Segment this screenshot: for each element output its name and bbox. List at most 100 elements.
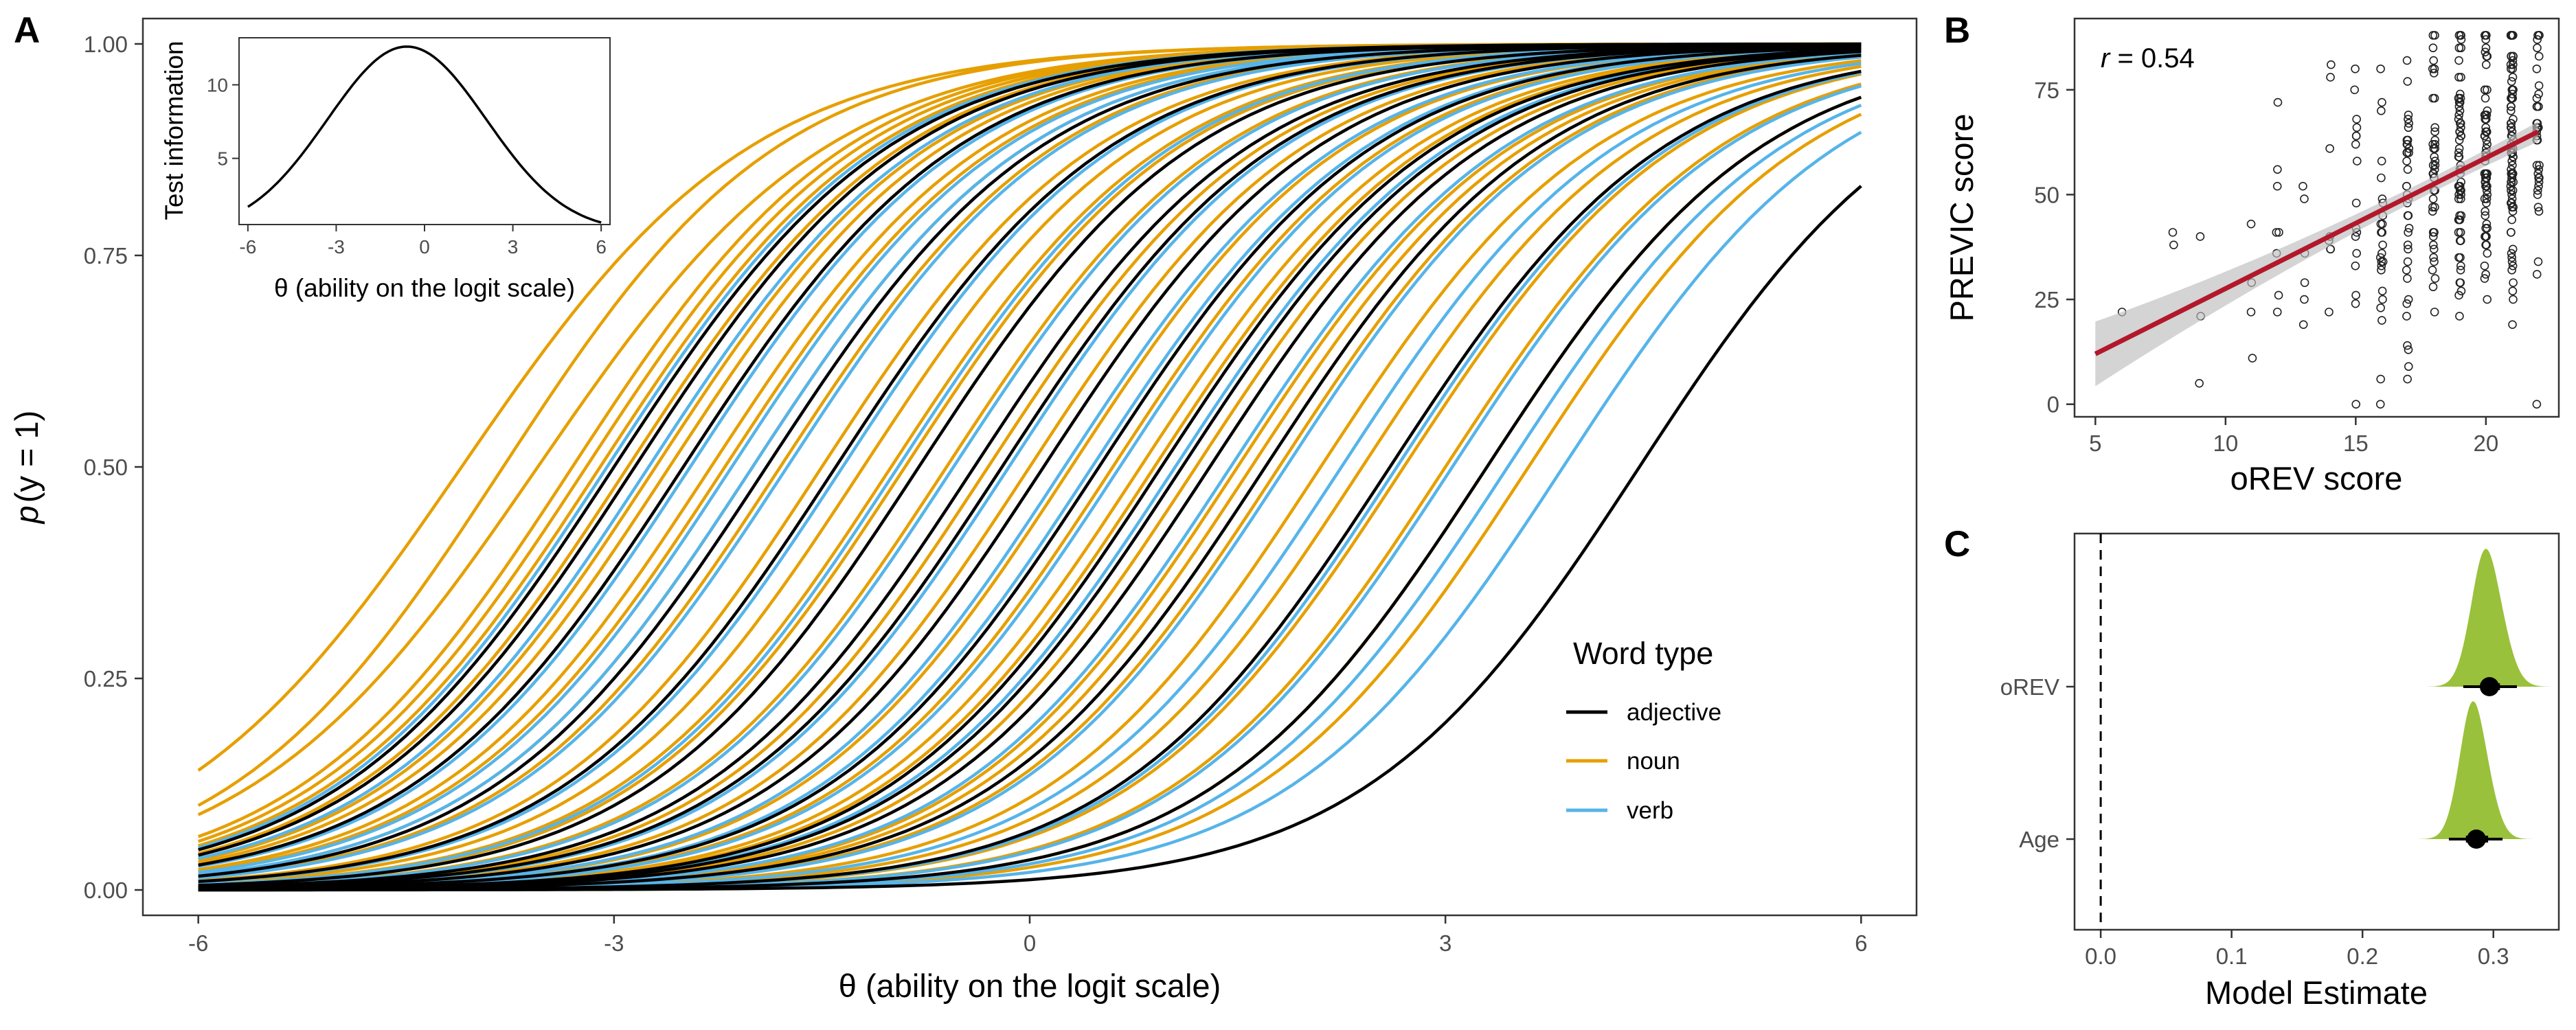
scatter-point [2404,115,2413,124]
icc-curve-60 [198,43,1862,887]
scatter-point [2534,81,2544,90]
scatter-point [2274,228,2283,237]
scatter-point [2429,69,2439,78]
scatter-point [2507,249,2516,258]
scatter-point [2482,111,2492,119]
scatter-point [2429,144,2439,153]
scatter-point [2481,223,2490,233]
scatter-point [2454,194,2463,203]
scatter-point [2300,295,2309,304]
x-tick-label: 3 [1439,930,1451,956]
c-x-tick-label: 0.2 [2347,943,2378,969]
scatter-point [2273,165,2282,174]
scatter-point [2272,181,2282,191]
scatter-point [2455,312,2464,321]
c-y-tick-label-orev: oREV [2000,674,2059,700]
inset: -6 -3 0 3 6 5 10 θ (ability on the logit scal… [160,37,611,302]
inset-x-label: θ (ability on the logit scale) [274,274,575,302]
scatter-point [2482,198,2491,207]
scatter-point [2402,56,2412,65]
scatter-point [2481,93,2490,103]
scatter-point [2508,73,2518,82]
c-x-tick-label: 0.1 [2216,943,2248,969]
scatter-point [2456,253,2465,262]
icc-curve-66 [198,54,1862,891]
scatter-point [2378,257,2388,266]
scatter-point [2481,115,2489,124]
scatter-point [2404,211,2413,220]
panel-c-letter: C [1944,524,1970,564]
scatter-point [2456,278,2465,287]
scatter-point [2532,270,2542,279]
scatter-point [2506,119,2516,128]
scatter-point [2454,215,2463,225]
scatter-point [2481,31,2491,40]
scatter-point [2482,219,2492,229]
scatter-point [2535,161,2544,170]
scatter-point [2403,135,2412,145]
inset-x-tick-label: 3 [508,236,519,258]
panel-b-x-ticks: 5 10 15 20 [2089,417,2498,456]
scatter-point [2456,35,2466,44]
scatter-point [2168,228,2178,237]
scatter-point [2507,165,2516,174]
scatter-point [2533,257,2543,266]
scatter-point [2506,123,2516,133]
panel-a-curves [197,42,1862,892]
scatter-point [2533,169,2543,179]
scatter-point [2352,123,2362,133]
scatter-point [2454,111,2463,119]
scatter-point [2483,85,2492,95]
scatter-point [2377,249,2386,258]
x-tick-label: -3 [604,930,624,956]
scatter-point [2455,127,2464,137]
scatter-point [2481,177,2490,187]
median-point-age [2466,829,2486,849]
c-x-tick-label: 0.0 [2085,943,2116,969]
scatter-point [2428,203,2437,212]
scatter-point [2377,173,2386,183]
scatter-point [2481,47,2490,57]
scatter-point [2298,181,2307,191]
legend-label-noun: noun [1627,748,1680,775]
scatter-point [2404,111,2413,119]
scatter-point [2376,374,2385,384]
scatter-point [2507,127,2517,137]
y-tick-label: 0.00 [84,878,128,903]
scatter-point [2454,43,2464,53]
scatter-point [2377,266,2386,275]
scatter-point [2376,64,2385,73]
scatter-point [2403,165,2413,174]
scatter-point [2300,278,2309,287]
scatter-point [2456,190,2465,199]
scatter-point [2481,60,2491,69]
panel-a-y-label: p(y = 1) [8,411,45,525]
scatter-point [2482,240,2491,249]
panel-b-letter: B [1944,10,1970,51]
scatter-point [2507,64,2516,73]
scatter-point [2351,232,2360,241]
scatter-point [2429,244,2439,254]
scatter-point [2404,223,2414,233]
scatter-point [2456,286,2466,296]
scatter-point [2455,181,2465,191]
inset-x-tick-label: -6 [239,236,256,258]
scatter-point [2272,228,2281,237]
icc-curve-70 [198,44,1862,889]
scatter-point [2509,203,2518,212]
scatter-point [2534,177,2544,187]
scatter-point [2430,123,2440,133]
scatter-point [2508,89,2517,99]
scatter-point [2402,157,2411,165]
scatter-point [2483,295,2492,304]
scatter-point [2454,56,2463,65]
scatter-point [2507,190,2516,199]
scatter-point [2403,341,2412,350]
scatter-point [2509,278,2518,287]
scatter-point [2351,64,2360,73]
scatter-point [2402,299,2412,308]
scatter-point [2508,169,2517,179]
scatter-point [2481,232,2490,241]
scatter-point [2534,52,2544,61]
scatter-point [2480,261,2489,271]
